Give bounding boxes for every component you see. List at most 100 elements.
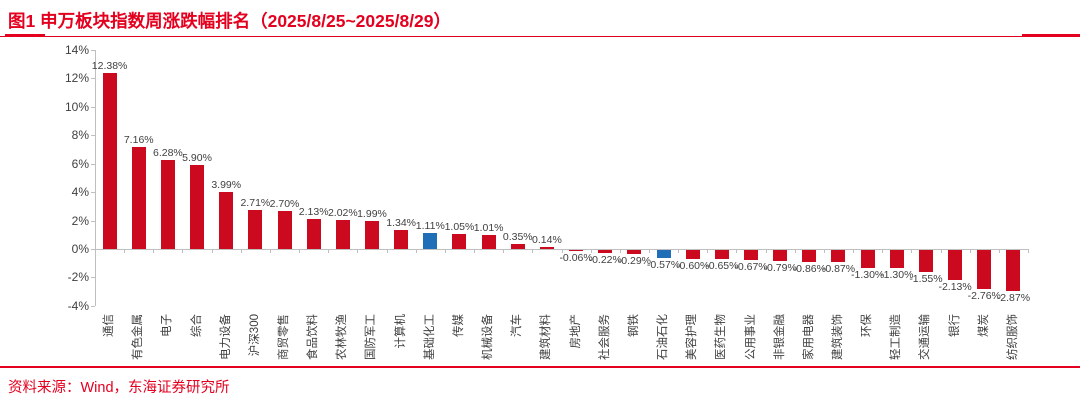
category-label-text: 综合	[190, 314, 203, 337]
x-axis-tick	[124, 249, 126, 253]
footer-rule	[0, 366, 1080, 368]
category-label-text: 沪深300	[248, 314, 261, 357]
y-axis-label: 8%	[71, 128, 89, 143]
y-axis-label: 2%	[71, 213, 89, 228]
value-label: -0.57%	[646, 259, 681, 271]
value-label: 5.90%	[182, 152, 212, 164]
y-axis-label: 4%	[71, 185, 89, 200]
value-label: 12.38%	[91, 60, 128, 72]
value-label: 2.71%	[240, 197, 271, 209]
category-label-text: 环保	[861, 314, 874, 337]
category-label-text: 家用电器	[802, 314, 815, 360]
bar-石油石化	[656, 250, 671, 258]
y-axis-tick	[91, 163, 95, 165]
value-label: 1.11%	[415, 220, 445, 232]
bar-通信	[102, 73, 117, 249]
category-label-text: 电子	[161, 314, 174, 337]
x-axis-tick	[707, 249, 709, 253]
x-axis-tick	[474, 249, 476, 253]
y-axis-tick	[91, 277, 95, 279]
bar-公用事业	[744, 250, 759, 260]
value-label: 2.13%	[298, 206, 329, 218]
figure-title: 图1 申万板块指数周涨跌幅排名（2025/8/25~2025/8/29）	[8, 11, 452, 31]
category-label-text: 有色金属	[132, 314, 145, 360]
bar-纺织服饰	[1006, 250, 1021, 291]
x-axis-tick	[940, 249, 942, 253]
value-label: 0.14%	[532, 234, 562, 246]
bar-沪深300	[248, 210, 263, 249]
category-label-text: 商贸零售	[278, 314, 291, 360]
category-label-text: 公用事业	[744, 314, 757, 360]
x-axis-tick	[182, 249, 184, 253]
x-axis-tick	[823, 249, 825, 253]
category-label-text: 交通运输	[919, 314, 932, 360]
bar-食品饮料	[306, 219, 321, 249]
y-axis-tick	[91, 50, 95, 51]
title-rule-left-accent	[5, 34, 45, 37]
value-label: 1.01%	[473, 222, 504, 234]
value-label: -0.06%	[559, 252, 593, 264]
category-label-text: 计算机	[394, 314, 407, 349]
category-label-text: 非银金融	[773, 314, 786, 360]
value-label: -0.67%	[734, 261, 768, 273]
y-axis-tick	[91, 78, 95, 80]
x-axis-tick	[998, 249, 1000, 253]
bar-机械设备	[481, 235, 496, 249]
value-label: -2.76%	[967, 290, 1001, 302]
value-label: 2.70%	[269, 198, 300, 210]
title-rule-right-accent	[1022, 34, 1080, 37]
category-label-text: 基础化工	[423, 314, 436, 360]
bar-轻工制造	[889, 250, 904, 268]
x-axis-tick	[328, 249, 330, 253]
y-axis-label: 14%	[64, 43, 89, 57]
x-axis-tick	[269, 249, 271, 253]
bar-基础化工	[423, 233, 438, 249]
category-label-text: 农林牧渔	[336, 314, 349, 360]
category-label-text: 钢铁	[627, 314, 640, 337]
x-axis-tick	[561, 249, 563, 253]
x-axis-tick	[969, 249, 971, 253]
y-axis-tick	[91, 106, 95, 108]
value-label: 1.34%	[386, 217, 417, 229]
bar-美容护理	[685, 250, 700, 259]
y-axis-label: 0%	[71, 242, 89, 256]
value-label: -0.79%	[763, 262, 797, 274]
bar-银行	[948, 250, 963, 280]
value-label: -0.87%	[821, 263, 856, 275]
bar-农林牧渔	[335, 220, 350, 249]
x-axis-tick	[532, 249, 534, 253]
title-rule	[0, 36, 1080, 37]
source-text: 资料来源：Wind，东海证券研究所	[8, 380, 230, 396]
y-axis-label: -2%	[67, 270, 89, 285]
category-label-text: 纺织服饰	[1006, 314, 1019, 360]
x-axis-tick	[153, 249, 155, 253]
x-axis-tick	[736, 249, 738, 253]
category-label-text: 房地产	[569, 314, 582, 349]
value-label: -0.22%	[588, 254, 622, 266]
value-label: -0.29%	[617, 255, 652, 267]
bar-煤炭	[977, 250, 992, 289]
category-label-text: 机械设备	[482, 314, 495, 360]
y-axis-tick	[91, 220, 95, 222]
bar-电力设备	[219, 192, 234, 249]
category-label-text: 轻工制造	[890, 314, 903, 360]
x-axis-tick	[590, 249, 592, 253]
value-label: 0.35%	[502, 231, 533, 243]
value-label: 1.05%	[444, 221, 475, 233]
category-label-text: 国防军工	[365, 314, 378, 360]
x-axis-tick	[678, 249, 680, 253]
bar-交通运输	[918, 250, 933, 272]
bar-传媒	[452, 234, 467, 249]
x-axis-tick	[415, 249, 417, 253]
category-label-text: 传媒	[452, 314, 465, 337]
bar-房地产	[569, 250, 584, 251]
x-axis-tick	[444, 249, 446, 253]
x-axis-tick	[648, 249, 650, 253]
x-axis-tick	[794, 249, 796, 253]
x-axis-tick	[386, 249, 388, 253]
category-label-text: 建筑装饰	[831, 314, 844, 360]
bar-电子	[160, 160, 175, 249]
x-axis-tick	[619, 249, 621, 253]
value-label: 6.28%	[153, 147, 183, 159]
